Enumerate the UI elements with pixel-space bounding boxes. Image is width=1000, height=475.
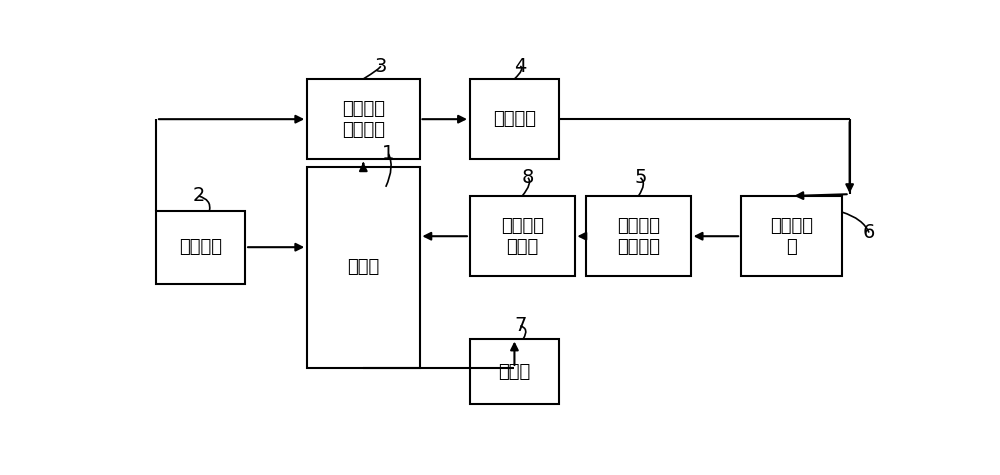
Bar <box>741 196 842 276</box>
Text: 显示器: 显示器 <box>498 362 531 380</box>
Text: 4: 4 <box>514 57 526 76</box>
Text: 三极管触
发电路: 三极管触 发电路 <box>501 217 544 256</box>
Text: 2: 2 <box>192 187 205 206</box>
Bar <box>307 167 420 368</box>
Text: 电机转速
控制模块: 电机转速 控制模块 <box>342 100 385 139</box>
Text: 5: 5 <box>634 168 647 187</box>
Text: 1: 1 <box>382 144 395 163</box>
Text: 8: 8 <box>522 168 534 187</box>
Text: 电源模块: 电源模块 <box>179 238 222 256</box>
Bar <box>470 79 559 160</box>
Text: 转速信号
处理模块: 转速信号 处理模块 <box>617 217 660 256</box>
Text: 速度传感
器: 速度传感 器 <box>770 217 813 256</box>
Text: 3: 3 <box>375 57 387 76</box>
Bar <box>307 79 420 160</box>
Bar <box>586 196 691 276</box>
Text: 7: 7 <box>514 316 526 335</box>
Bar <box>470 196 574 276</box>
Bar <box>156 210 245 284</box>
Text: 被测电机: 被测电机 <box>493 110 536 128</box>
Text: 6: 6 <box>863 223 875 242</box>
Bar <box>470 339 559 405</box>
Text: 单片机: 单片机 <box>347 258 379 276</box>
